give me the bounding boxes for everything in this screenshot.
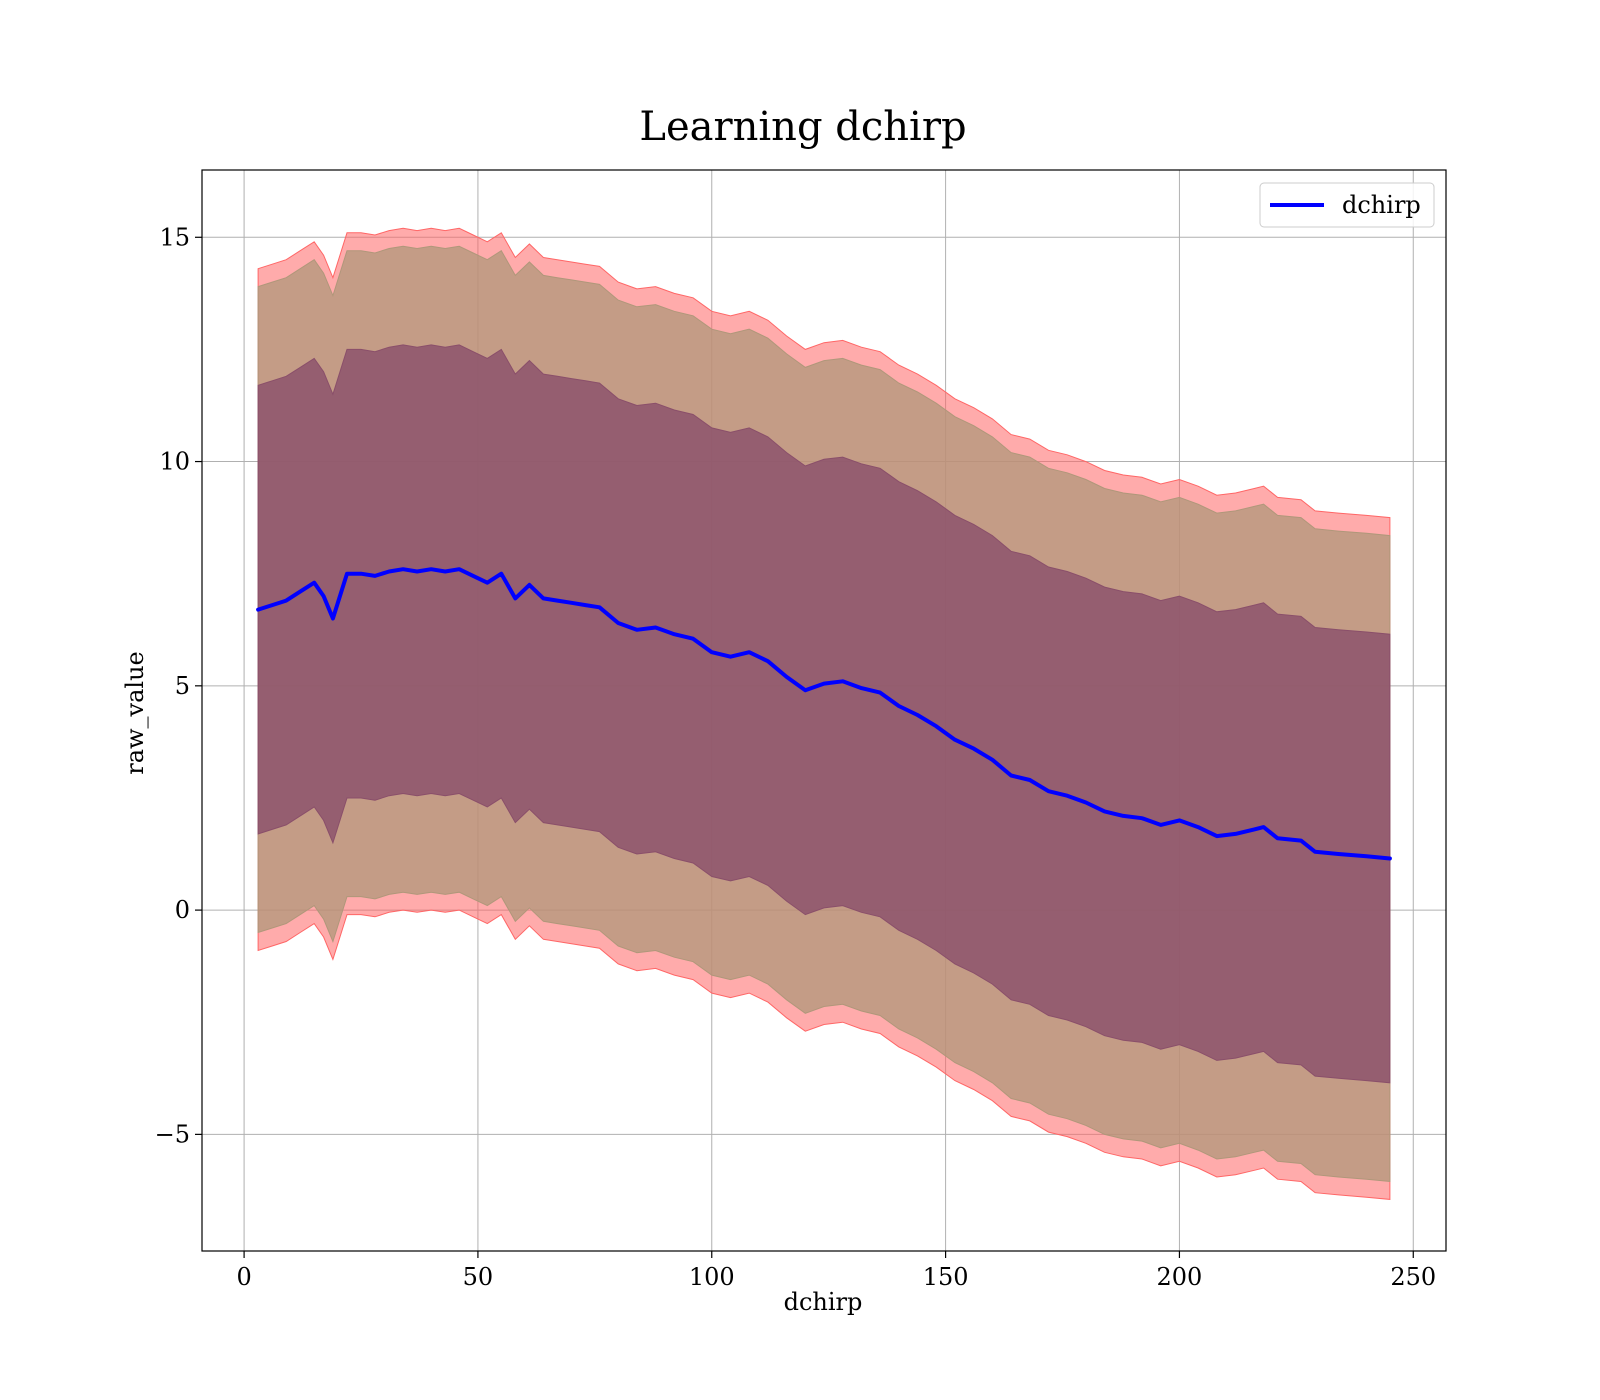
legend-label-dchirp: dchirp: [1342, 191, 1421, 219]
x-tick-label: 200: [1157, 1263, 1203, 1291]
y-axis-label: raw_value: [121, 651, 149, 775]
legend-box: [1259, 182, 1435, 228]
plot-frame: [201, 169, 1447, 1252]
legend: dchirp: [1259, 182, 1435, 228]
axis-ticks: 0 50 100 150 200 250 −5 0 5 10 15: [155, 223, 1437, 1291]
inner-band: [257, 344, 1391, 1084]
y-tick-label: 15: [159, 223, 190, 251]
x-tick-label: 100: [689, 1263, 735, 1291]
x-tick-label: 0: [236, 1263, 251, 1291]
x-tick-label: 150: [923, 1263, 969, 1291]
x-tick-label: 250: [1390, 1263, 1436, 1291]
confidence-bands: [257, 227, 1391, 1200]
y-tick-label: 5: [175, 672, 190, 700]
series-line-dchirp: [256, 567, 1392, 861]
chart-title: Learning dchirp: [639, 104, 966, 150]
series-lines: [256, 567, 1392, 861]
y-tick-label: 0: [175, 896, 190, 924]
y-tick-label: −5: [155, 1120, 190, 1148]
x-tick-label: 50: [463, 1263, 494, 1291]
x-axis-label: dchirp: [784, 1288, 863, 1316]
y-tick-label: 10: [159, 448, 190, 476]
